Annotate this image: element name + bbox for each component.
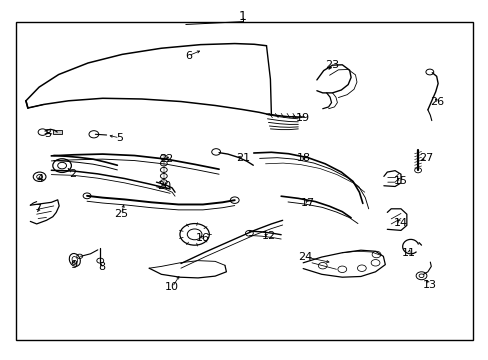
Text: 8: 8 bbox=[98, 262, 105, 273]
Text: 1: 1 bbox=[239, 10, 246, 23]
Text: 25: 25 bbox=[114, 209, 128, 219]
Text: 4: 4 bbox=[37, 174, 43, 184]
Text: 22: 22 bbox=[159, 154, 173, 165]
Text: 24: 24 bbox=[298, 252, 312, 262]
Text: 15: 15 bbox=[393, 176, 407, 186]
Text: 5: 5 bbox=[116, 133, 123, 143]
Text: 11: 11 bbox=[401, 248, 415, 258]
Text: 7: 7 bbox=[34, 204, 41, 214]
Text: 12: 12 bbox=[262, 231, 275, 241]
Text: 3: 3 bbox=[44, 129, 51, 139]
Text: 13: 13 bbox=[422, 280, 435, 290]
Bar bbox=[16, 22, 472, 340]
Bar bbox=[53, 130, 61, 134]
Text: 2: 2 bbox=[69, 169, 76, 179]
Text: 10: 10 bbox=[165, 282, 179, 292]
Text: 26: 26 bbox=[430, 96, 444, 107]
Text: 21: 21 bbox=[236, 153, 250, 163]
Text: 17: 17 bbox=[301, 198, 314, 208]
Text: 14: 14 bbox=[393, 218, 407, 228]
Text: 18: 18 bbox=[296, 153, 310, 163]
Text: 27: 27 bbox=[418, 153, 433, 163]
Text: 20: 20 bbox=[157, 181, 171, 191]
Text: 19: 19 bbox=[296, 113, 309, 123]
Text: 9: 9 bbox=[70, 260, 77, 270]
Text: 6: 6 bbox=[184, 51, 191, 61]
Text: 16: 16 bbox=[196, 233, 209, 243]
Text: 23: 23 bbox=[325, 60, 339, 70]
